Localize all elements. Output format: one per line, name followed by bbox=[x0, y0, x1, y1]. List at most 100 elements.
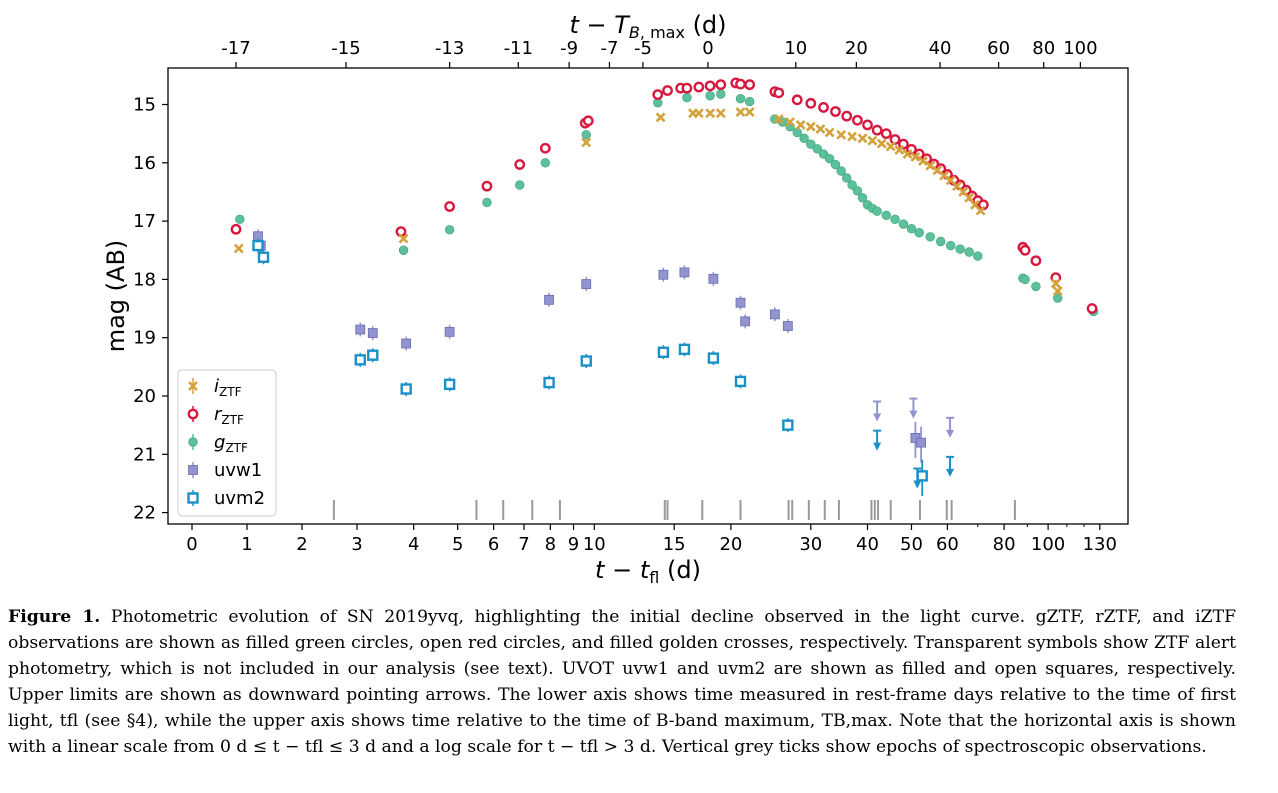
x-tick-label: 130 bbox=[1083, 534, 1117, 555]
x2-tick-label: 40 bbox=[929, 38, 952, 59]
data-point-i-stroke-b bbox=[705, 108, 716, 119]
data-point-i-stroke-b bbox=[785, 117, 795, 127]
data-point-r bbox=[773, 87, 785, 99]
data-point-r bbox=[1030, 255, 1042, 267]
data-point-g bbox=[799, 133, 809, 144]
data-point-i-stroke-b bbox=[815, 124, 826, 134]
data-point-i-stroke-b bbox=[932, 165, 943, 176]
data-point-i bbox=[836, 129, 847, 140]
x-tick-label: 5 bbox=[452, 534, 463, 555]
caption-text: Photometric evolution of SN 2019yvq, hig… bbox=[8, 607, 1236, 757]
data-point-g bbox=[881, 210, 891, 220]
data-point-g bbox=[398, 245, 409, 255]
series-i bbox=[233, 107, 1063, 296]
data-point-i-stroke-b bbox=[867, 135, 878, 146]
legend-label-r: rZTF bbox=[214, 404, 244, 427]
data-point-g bbox=[235, 214, 245, 225]
data-point-g bbox=[444, 225, 455, 235]
data-point-i bbox=[693, 108, 704, 119]
x-tick-label: 4 bbox=[408, 534, 419, 555]
data-point-i-stroke-b bbox=[939, 170, 950, 181]
y-tick-label: 15 bbox=[133, 95, 156, 116]
data-point-r bbox=[662, 85, 673, 96]
upper-limit-uvw1-head bbox=[909, 410, 918, 419]
x2-tick-label: -15 bbox=[331, 38, 360, 59]
data-point-i-stroke-b bbox=[902, 149, 913, 159]
data-point-r bbox=[652, 89, 664, 100]
data-point-r bbox=[444, 201, 456, 212]
data-point-r bbox=[1086, 303, 1098, 314]
data-point-i bbox=[581, 137, 592, 148]
data-point-g bbox=[705, 91, 715, 101]
data-point-r bbox=[805, 97, 817, 109]
light-curve-figure: 0 1 2 3 4 5 6 7 8 9 10 15 20 30 40 50 60 80 100 130 -17 -15 -1… bbox=[102, 11, 1129, 587]
x-tick-label: 20 bbox=[719, 534, 742, 555]
x-tick-label: 7 bbox=[518, 534, 529, 555]
x2-tick-label: 100 bbox=[1063, 38, 1097, 59]
data-point-i-stroke-b bbox=[795, 119, 806, 130]
x2-tick-label: 10 bbox=[784, 38, 807, 59]
data-point-i-stroke-b bbox=[975, 205, 986, 216]
data-point-uvm2 bbox=[443, 378, 456, 391]
data-point-g bbox=[852, 186, 863, 196]
data-point-i bbox=[815, 124, 826, 134]
data-point-g bbox=[914, 228, 924, 238]
data-point-i bbox=[975, 205, 986, 216]
data-point-uvm2 bbox=[367, 349, 379, 361]
data-point-i-stroke-b bbox=[693, 108, 704, 119]
legend-label-uvw1: uvw1 bbox=[214, 460, 262, 481]
data-point-i bbox=[910, 152, 921, 162]
data-point-i bbox=[857, 133, 868, 144]
x-tick-label: 30 bbox=[799, 534, 822, 555]
data-point-i-stroke-b bbox=[655, 112, 666, 123]
data-point-i bbox=[655, 112, 666, 123]
x2-tick-label: 60 bbox=[987, 38, 1010, 59]
data-point-g bbox=[906, 223, 917, 234]
data-point-i-stroke-b bbox=[970, 199, 980, 210]
legend-box bbox=[177, 369, 277, 517]
data-point-g bbox=[515, 180, 525, 190]
data-point-uvm2 bbox=[354, 354, 366, 366]
x2-tick-label: -17 bbox=[221, 38, 250, 59]
x-tick-label: 9 bbox=[568, 534, 579, 555]
x2-tick-label: -7 bbox=[600, 38, 618, 59]
data-point-uvw1 bbox=[782, 321, 793, 331]
data-point-g bbox=[857, 193, 868, 203]
data-point-g bbox=[925, 232, 935, 242]
x-axis-label: t − tfl (d) bbox=[595, 556, 701, 587]
data-point-i-stroke-b bbox=[945, 175, 956, 186]
data-point-uvw1 bbox=[355, 324, 366, 335]
x2-tick-label: -11 bbox=[504, 38, 533, 59]
data-point-g bbox=[830, 159, 841, 170]
legend-marker-i-stroke-b bbox=[188, 381, 198, 391]
data-point-i-stroke-b bbox=[894, 145, 905, 155]
data-point-uvm2 bbox=[400, 383, 412, 395]
data-point-i-stroke-b bbox=[910, 152, 921, 162]
x2-tick-label: 0 bbox=[702, 38, 713, 59]
data-point-g bbox=[744, 96, 755, 107]
data-point-i bbox=[902, 149, 913, 159]
data-point-uvw1 bbox=[658, 269, 669, 280]
data-point-r bbox=[744, 79, 756, 91]
data-point-uvm2 bbox=[543, 376, 555, 389]
data-point-i-stroke-b bbox=[925, 160, 936, 171]
data-point-i-stroke-b bbox=[581, 137, 592, 148]
data-point-i-stroke-b bbox=[836, 129, 847, 140]
y-tick-label: 20 bbox=[133, 386, 156, 407]
light-curve-chart: 0 1 2 3 4 5 6 7 8 9 10 15 20 30 40 50 60 80 100 130-17 -15 -1… bbox=[102, 11, 1129, 587]
data-point-uvm2 bbox=[257, 251, 270, 263]
x-tick-label: 3 bbox=[351, 534, 362, 555]
data-point-g bbox=[847, 180, 857, 190]
data-point-uvm2 bbox=[580, 355, 592, 367]
data-point-uvm2 bbox=[252, 239, 264, 252]
data-point-r bbox=[230, 223, 242, 235]
data-point-r bbox=[514, 159, 526, 170]
data-point-uvm2 bbox=[707, 352, 720, 364]
data-point-i-stroke-b bbox=[918, 156, 928, 166]
data-point-i bbox=[824, 127, 835, 138]
series-uvw1 bbox=[253, 229, 955, 463]
data-point-i bbox=[744, 107, 755, 117]
data-point-r bbox=[889, 134, 901, 145]
data-point-i-stroke-b bbox=[1052, 286, 1063, 296]
spectroscopy-ticks bbox=[332, 500, 1016, 520]
